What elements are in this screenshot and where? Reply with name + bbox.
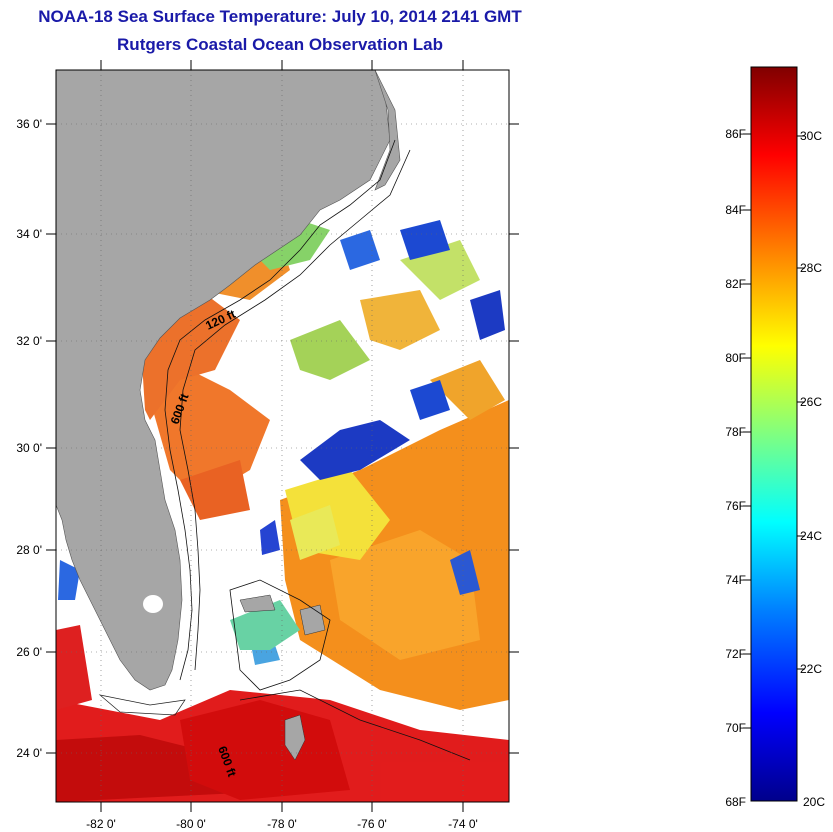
colorbar-f-label: 74F [725,573,746,587]
us-landmass [56,70,391,691]
lat-label: 34 0' [16,227,42,241]
lat-labels: 24 0' 26 0' 28 0' 30 0' 32 0' 34 0' 36 0… [16,117,42,760]
colorbar-f-label: 80F [725,351,746,365]
colorbar-c-label: 20C [803,795,825,809]
colorbar-f-label: 70F [725,721,746,735]
colorbar-c-label: 22C [800,662,822,676]
map-canvas: 120 ft 600 ft 600 ft [56,70,509,802]
lat-label: 30 0' [16,441,42,455]
lon-label: -78 0' [267,817,297,831]
lat-label: 26 0' [16,645,42,659]
colorbar-f-label: 82F [725,277,746,291]
map-title: NOAA-18 Sea Surface Temperature: July 10… [38,7,522,26]
lon-label: -76 0' [357,817,387,831]
sst-patches [56,220,509,802]
lat-label: 32 0' [16,334,42,348]
colorbar-f-label: 86F [725,127,746,141]
lat-label: 24 0' [16,746,42,760]
colorbar-f-label: 72F [725,647,746,661]
colorbar-c-label: 24C [800,529,822,543]
colorbar [750,66,798,802]
lon-label: -82 0' [86,817,116,831]
colorbar-f-label: 78F [725,425,746,439]
colorbar-c-label: 30C [800,129,822,143]
colorbar-f-label: 76F [725,499,746,513]
colorbar-f-label: 84F [725,203,746,217]
colorbar-f-labels: 86F 84F 82F 80F 78F 76F 74F 72F 70F 68F [725,127,746,809]
bathymetry-contours [164,139,471,761]
graticule [56,70,509,802]
colorbar-ticks [743,133,805,729]
colorbar-c-label: 28C [800,261,822,275]
lon-label: -80 0' [176,817,206,831]
map-subtitle: Rutgers Coastal Ocean Observation Lab [117,35,443,54]
lon-labels: -82 0' -80 0' -78 0' -76 0' -74 0' [86,817,478,831]
lake-okeechobee [143,595,163,613]
lon-label: -74 0' [448,817,478,831]
colorbar-f-label: 68F [725,795,746,809]
colorbar-c-label: 26C [800,395,822,409]
lat-label: 28 0' [16,543,42,557]
map-ticks [46,60,519,812]
lat-label: 36 0' [16,117,42,131]
colorbar-c-labels: 30C 28C 26C 24C 22C 20C [800,129,825,809]
